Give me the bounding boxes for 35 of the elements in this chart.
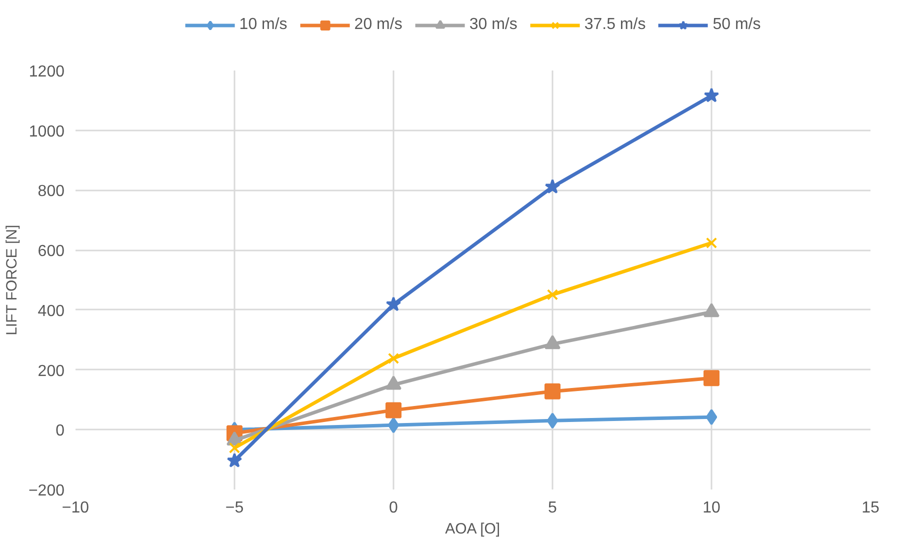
y-tick-label: 800	[38, 183, 65, 200]
point	[704, 88, 720, 102]
y-tick-label: 0	[56, 422, 65, 440]
point	[228, 442, 240, 454]
y-tick-label: 1000	[28, 123, 65, 140]
y-tick-label: 400	[38, 302, 65, 320]
x-tick-label: −10	[62, 500, 90, 516]
y-tick-label: −200	[28, 482, 65, 500]
legend-label: 50 m/s	[712, 16, 761, 34]
x-tick-label: 15	[862, 500, 880, 516]
point	[546, 289, 558, 300]
y-axis-title: LIFT FORCE [N]	[3, 224, 20, 336]
point	[706, 409, 718, 426]
legend-label: 30 m/s	[469, 16, 518, 34]
point	[226, 452, 242, 468]
x-axis-title: AOA [O]	[445, 520, 500, 538]
legend-label: 20 m/s	[354, 16, 402, 34]
point	[388, 352, 400, 364]
x-tick-label: −5	[225, 500, 244, 516]
x-tick-label: 10	[702, 500, 720, 516]
point	[544, 383, 560, 400]
point	[704, 370, 720, 386]
point	[386, 296, 402, 312]
point	[388, 417, 400, 434]
y-tick-label: 600	[38, 243, 65, 260]
point	[706, 237, 718, 248]
legend-label: 10 m/s	[239, 16, 288, 34]
y-tick-label: 1200	[28, 64, 65, 80]
x-tick-label: 0	[389, 500, 398, 516]
point	[544, 178, 560, 194]
y-tick-label: 200	[38, 362, 65, 380]
legend-label: 37.5 m/s	[584, 16, 646, 34]
x-tick-label: 5	[548, 500, 558, 516]
point	[386, 402, 402, 418]
point	[546, 412, 558, 429]
